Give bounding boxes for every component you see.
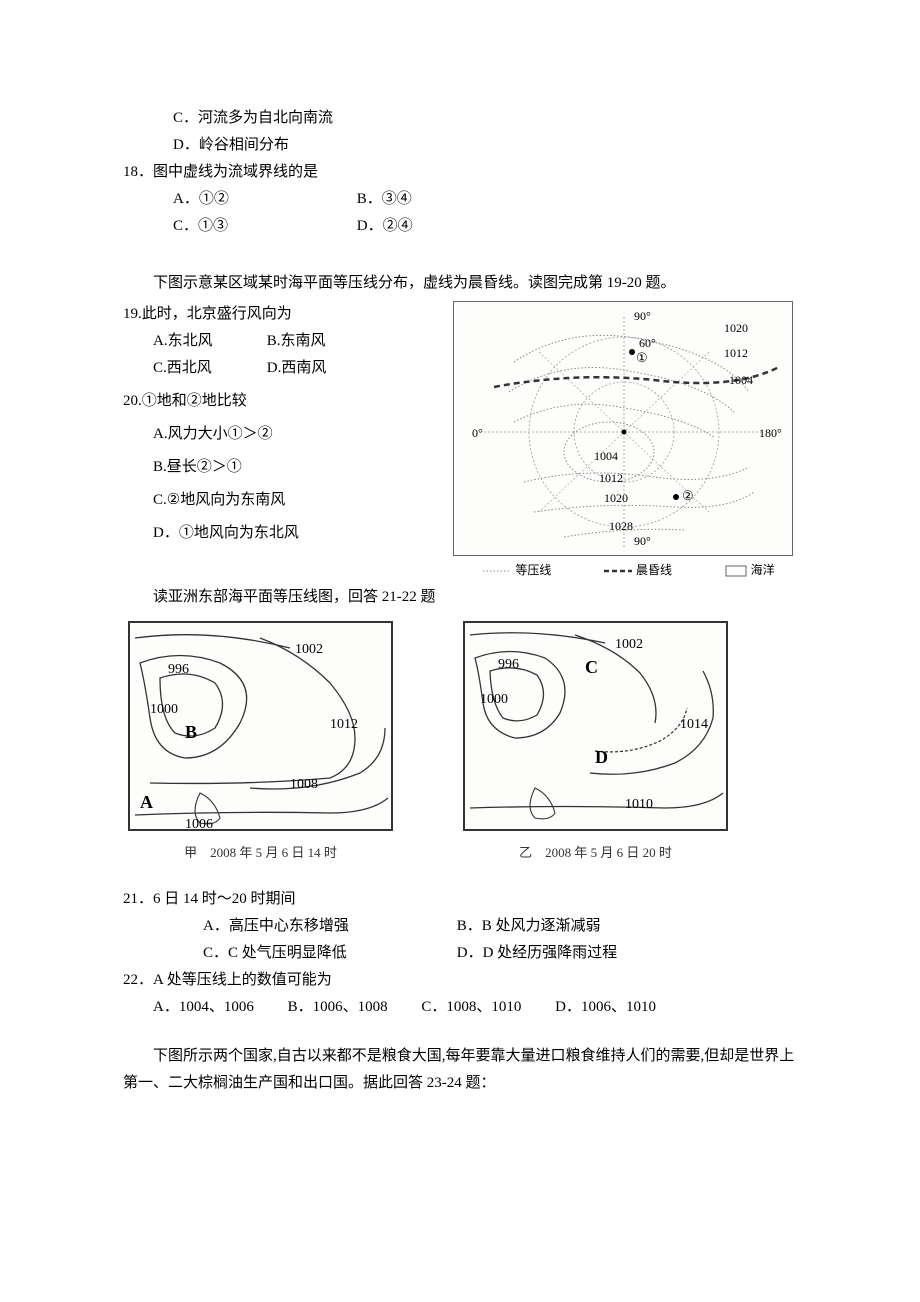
map-jia-996: 996 (168, 662, 189, 677)
marker-1: ① (636, 350, 648, 365)
isobar-1004: 1004 (729, 373, 753, 387)
q21-option-a: A．高压中心东移增强 (203, 913, 453, 940)
q21-option-b: B．B 处风力逐渐减弱 (457, 918, 601, 934)
isobar-1020b: 1020 (604, 491, 628, 505)
q21-stem: 21．6 日 14 时～20 时期间 (123, 886, 805, 913)
lat-90-top: 90° (634, 309, 651, 323)
map-yi: 996 1000 1002 1014 1010 C D (463, 621, 728, 831)
lon-180: 180° (759, 426, 782, 440)
map-yi-C: C (585, 657, 598, 677)
marker-2: ② (682, 488, 694, 503)
map-jia-1002: 1002 (295, 642, 323, 657)
map-yi-996: 996 (498, 657, 519, 672)
q20-option-a: A.风力大小①＞② (123, 421, 443, 448)
q22-option-c: C．1008、1010 (421, 994, 521, 1021)
map-jia-1000: 1000 (150, 702, 178, 717)
q18-stem: 18．图中虚线为流域界线的是 (123, 159, 805, 186)
isobar-1004b: 1004 (594, 449, 618, 463)
isobar-1012b: 1012 (599, 471, 623, 485)
q22-stem: 22．A 处等压线上的数值可能为 (123, 967, 805, 994)
q22-option-d: D．1006、1010 (555, 994, 656, 1021)
map-yi-caption: 乙 2008 年 5 月 6 日 20 时 (463, 841, 728, 864)
legend-terminator: 晨昏线 (636, 560, 672, 582)
q21-option-c: C．C 处气压明显降低 (203, 940, 453, 967)
q22-option-a: A．1004、1006 (153, 994, 254, 1021)
q19-option-a: A.东北风 (153, 328, 263, 355)
q21-option-d: D．D 处经历强降雨过程 (457, 945, 617, 961)
q20-option-c: C.②地风向为东南风 (123, 487, 443, 514)
map-jia-B: B (185, 722, 197, 742)
q20-option-b: B.昼长②＞① (123, 454, 443, 481)
q18-option-b: B．③④ (357, 186, 412, 213)
intro-19-20: 下图示意某区域某时海平面等压线分布，虚线为晨昏线。读图完成第 19-20 题。 (123, 270, 805, 297)
polar-legend: 等压线 晨昏线 海洋 (453, 556, 805, 582)
q20-option-d: D．①地风向为东北风 (123, 520, 443, 547)
isobar-1028: 1028 (609, 519, 633, 533)
lat-60: 60° (639, 336, 656, 350)
map-jia-A: A (140, 792, 153, 812)
intro-23-24: 下图所示两个国家,自古以来都不是粮食大国,每年要靠大量进口粮食维持人们的需要,但… (123, 1043, 805, 1097)
q19-option-c: C.西北风 (153, 355, 263, 382)
polar-isobar-diagram: 90° 60° 90° 0° 180° 1020 1012 1004 1004 … (453, 301, 793, 556)
lon-0: 0° (472, 426, 483, 440)
intro-21-22: 读亚洲东部海平面等压线图，回答 21-22 题 (123, 584, 805, 611)
q22-option-b: B．1006、1008 (288, 994, 388, 1021)
map-jia: 996 1000 1002 1012 1008 1006 B A (128, 621, 393, 831)
map-yi-1014: 1014 (680, 717, 708, 732)
map-yi-1010: 1010 (625, 797, 653, 812)
lat-90-bot: 90° (634, 534, 651, 548)
map-yi-1000: 1000 (480, 692, 508, 707)
q19-option-b: B.东南风 (267, 333, 326, 349)
isobar-1012: 1012 (724, 346, 748, 360)
map-jia-1012: 1012 (330, 717, 358, 732)
map-yi-1002: 1002 (615, 637, 643, 652)
map-jia-1008: 1008 (290, 777, 318, 792)
legend-isobar: 等压线 (515, 560, 551, 582)
legend-ocean: 海洋 (751, 560, 775, 582)
q17-option-d: D．岭谷相间分布 (123, 132, 805, 159)
map-jia-1006: 1006 (185, 817, 213, 832)
q17-option-c: C．河流多为自北向南流 (123, 105, 805, 132)
q18-option-d: D．②④ (357, 213, 413, 240)
map-jia-caption: 甲 2008 年 5 月 6 日 14 时 (128, 841, 393, 864)
q18-option-c: C．①③ (173, 213, 353, 240)
q19-option-d: D.西南风 (267, 360, 327, 376)
q20-stem: 20.①地和②地比较 (123, 388, 443, 415)
isobar-1020: 1020 (724, 321, 748, 335)
q18-option-a: A．①② (173, 186, 353, 213)
q19-stem: 19.此时，北京盛行风向为 (123, 301, 443, 328)
map-yi-D: D (595, 747, 608, 767)
